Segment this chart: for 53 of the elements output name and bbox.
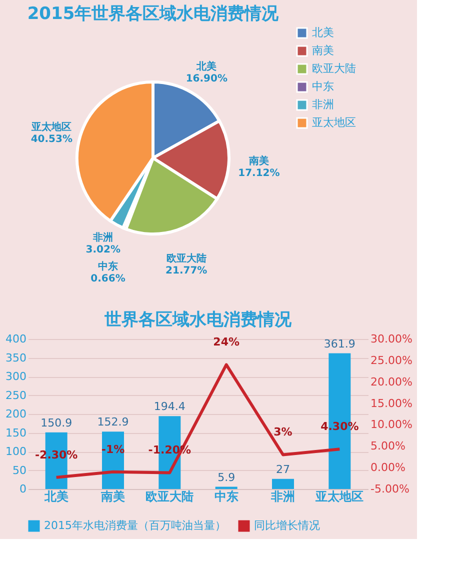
y-tick-label: 100 [6,445,26,458]
x-tick-label: 南美 [100,490,125,504]
slice-label: 南美 [248,155,269,168]
legend-label: 南美 [312,44,334,57]
data-label: 17.12% [238,168,280,180]
legend-label: 中东 [312,80,334,93]
y-tick-label: 300 [6,370,26,383]
data-label: 3.02% [86,244,120,256]
y2-tick-label: 25.00% [370,354,412,367]
slice-label: 中东 [98,260,118,272]
x-tick-label: 中东 [214,490,238,504]
data-label: 361.9 [324,337,356,350]
y-tick-label: 400 [6,332,26,346]
slice-label: 欧亚大陆 [166,252,206,265]
data-label: 40.53% [30,134,72,145]
x-tick-label: 亚太地区 [314,490,364,504]
y-tick-label: 150 [6,426,26,440]
slice-label: 亚太地区 [30,120,72,133]
legend-label: 非洲 [312,98,334,111]
data-label: 5.9 [218,470,236,484]
x-tick-label: 欧亚大陆 [146,490,194,504]
data-label: 27 [276,462,290,476]
slice-label: 北美 [196,60,217,73]
data-label: 0.66% [90,273,126,284]
y-tick-label: 350 [6,351,26,364]
y-tick-label: 50 [12,464,26,477]
y-tick-label: 0 [20,482,26,496]
legend-label: 同比增长情况 [254,519,320,532]
y2-tick-label: 10.00% [370,418,412,432]
chart-title: 世界各区域水电消费情况 [104,310,292,330]
y2-tick-label: -5.00% [370,482,410,496]
data-label: 152.9 [97,416,129,429]
y-tick-label: 250 [6,388,26,402]
x-tick-label: 非洲 [270,490,295,504]
data-label: 16.90% [186,74,228,85]
y-tick-label: 200 [6,408,26,420]
y2-tick-label: 30.00% [370,332,412,346]
x-tick-label: 北美 [43,490,68,504]
legend-label: 北美 [312,26,334,39]
data-label: 150.9 [40,416,72,430]
legend-label: 亚太地区 [312,116,356,129]
y2-tick-label: 0.00% [370,461,406,474]
y2-tick-label: 15.00% [370,396,412,410]
slice-label: 非洲 [92,231,114,244]
data-label: 3% [274,426,292,439]
chart-title: 2015年世界各区域水电消费情况 [27,4,280,24]
legend-label: 欧亚大陆 [312,62,356,75]
data-label: 194.4 [154,400,186,414]
y2-tick-label: 5.00% [370,440,406,453]
y2-tick-label: 20.00% [370,375,412,388]
data-label: 21.77% [166,266,208,277]
data-label: 24% [213,336,240,349]
legend-label: 2015年水电消费量（百万吨油当量） [44,519,226,532]
